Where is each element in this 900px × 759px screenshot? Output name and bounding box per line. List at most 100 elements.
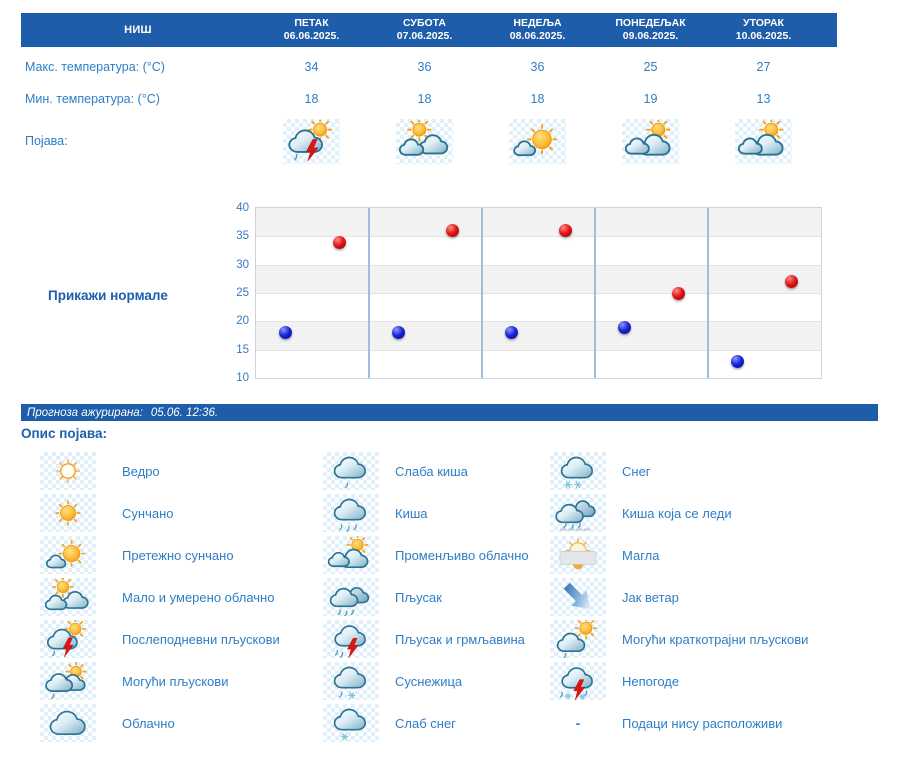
day-header: УТОРАК 10.06.2025. bbox=[707, 17, 820, 43]
min-temp-point bbox=[392, 326, 405, 340]
day-date: 07.06.2025. bbox=[396, 30, 453, 42]
legend-item: Послеподневни пљускови bbox=[40, 618, 322, 660]
day-separator-line bbox=[707, 208, 709, 378]
day-header: НЕДЕЉА 08.06.2025. bbox=[481, 17, 594, 43]
legend-item: Јак ветар bbox=[550, 576, 885, 618]
chart-band bbox=[256, 236, 821, 265]
legend-item: Пљусак и грмљавина bbox=[323, 618, 545, 660]
legend-item-label: Ведро bbox=[122, 463, 160, 479]
legend-column-2: Слаба киша Киша Променљиво облачно Пљусак Пљ… bbox=[323, 450, 545, 744]
phenomenon-cell bbox=[368, 118, 481, 164]
forecast-updated-value: 05.06. 12:36. bbox=[150, 406, 219, 419]
fog-icon bbox=[559, 538, 597, 570]
legend-icon-cell bbox=[40, 494, 96, 532]
max-temp-value: 25 bbox=[643, 60, 658, 74]
snow-icon bbox=[560, 456, 594, 489]
legend-item-label: Могући краткотрајни пљускови bbox=[622, 631, 809, 647]
temperature-chart: 10 15 20 25 30 35 40 bbox=[236, 202, 822, 384]
light-rain-icon bbox=[333, 456, 367, 489]
city-name: НИШ bbox=[124, 24, 152, 36]
min-temp-point bbox=[618, 320, 631, 334]
legend-item-label: Јак ветар bbox=[622, 589, 679, 605]
light-snow-icon bbox=[333, 708, 367, 741]
variable-cloudy-icon bbox=[328, 536, 369, 569]
min-temp-value: 19 bbox=[643, 92, 658, 106]
no-data-dash: - bbox=[575, 715, 581, 731]
min-temp-row: Мин. температура: (°C) 18 18 18 19 13 bbox=[21, 89, 837, 109]
rain-icon bbox=[333, 498, 367, 532]
legend-item-label: Магла bbox=[622, 547, 660, 563]
legend-title: Опис појава: bbox=[21, 426, 107, 441]
legend-item-label: Мало и умерено облачно bbox=[122, 589, 275, 605]
possible-showers-icon bbox=[45, 662, 87, 700]
chart-band bbox=[256, 264, 821, 293]
legend-item-label: Претежно сунчано bbox=[122, 547, 234, 563]
legend-icon-cell bbox=[40, 620, 96, 658]
min-temp-label: Мин. температура: (°C) bbox=[25, 92, 160, 106]
phenomenon-row: Појава: bbox=[21, 116, 837, 166]
min-temp-value: 18 bbox=[530, 92, 545, 106]
day-separator-line bbox=[368, 208, 370, 378]
afternoon-showers-icon bbox=[46, 620, 87, 658]
legend-item: Непогоде bbox=[550, 660, 885, 702]
legend-item-label: Слаба киша bbox=[395, 463, 468, 479]
legend-icon-cell bbox=[323, 620, 379, 658]
legend-item-label: Могући пљускови bbox=[122, 673, 229, 689]
max-temp-value: 36 bbox=[530, 60, 545, 74]
legend-item-label: Непогоде bbox=[622, 673, 680, 689]
legend-icon-cell bbox=[40, 452, 96, 490]
phenomenon-cell bbox=[481, 118, 594, 164]
legend-item: Киша која се леди bbox=[550, 492, 885, 534]
variable-cloudy-icon bbox=[624, 120, 671, 156]
day-name: УТОРАК bbox=[743, 16, 784, 29]
legend-item: Облачно bbox=[40, 702, 322, 744]
max-temp-point bbox=[672, 286, 685, 300]
day-name: НЕДЕЉА bbox=[513, 16, 562, 29]
weather-icon-cell bbox=[509, 118, 566, 164]
day-header: ПЕТАК 06.06.2025. bbox=[255, 17, 368, 43]
legend-item: Сунчано bbox=[40, 492, 322, 534]
partly-cloudy-icon bbox=[45, 578, 89, 611]
variable-cloudy-icon bbox=[737, 120, 784, 156]
strong-wind-icon bbox=[563, 582, 591, 610]
legend-icon-cell bbox=[40, 662, 96, 700]
max-temp-value: 27 bbox=[756, 60, 771, 74]
legend-item: Киша bbox=[323, 492, 545, 534]
legend-item: Могући краткотрајни пљускови bbox=[550, 618, 885, 660]
phenomenon-cell bbox=[707, 118, 820, 164]
min-temp-point bbox=[731, 354, 744, 368]
legend-item-label: Киша која се леди bbox=[622, 505, 732, 521]
day-name: СУБОТА bbox=[402, 16, 447, 29]
max-temp-value: 34 bbox=[304, 60, 319, 74]
legend-item-label: Суснежица bbox=[395, 673, 463, 689]
sleet-icon bbox=[333, 666, 367, 699]
chart-band bbox=[256, 349, 821, 378]
chart-band bbox=[256, 208, 821, 237]
min-temp-point bbox=[279, 326, 292, 340]
weather-icon-cell bbox=[735, 118, 792, 164]
chart-band bbox=[256, 321, 821, 350]
min-temp-value: 18 bbox=[417, 92, 432, 106]
min-temp-value: 13 bbox=[756, 92, 771, 106]
afternoon-showers-icon bbox=[287, 120, 332, 162]
legend-icon-cell bbox=[40, 578, 96, 616]
weather-icon-cell bbox=[396, 118, 453, 164]
legend-icon-cell bbox=[550, 578, 606, 616]
legend-icon-cell bbox=[323, 494, 379, 532]
max-temp-point bbox=[785, 275, 798, 289]
phenomenon-cell bbox=[594, 118, 707, 164]
y-axis-tick-label: 20 bbox=[236, 315, 249, 328]
legend-item: Могући пљускови bbox=[40, 660, 322, 702]
legend-icon-cell bbox=[40, 536, 96, 574]
thunder-shower-icon bbox=[334, 625, 366, 658]
show-normals-link[interactable]: Прикажи нормале bbox=[48, 288, 168, 303]
legend-item-label: Пљусак bbox=[395, 589, 442, 605]
day-header: ПОНЕДЕЉАК 09.06.2025. bbox=[594, 17, 707, 43]
legend-column-3: Снег Киша која се леди Магла Јак ветар Могућ… bbox=[550, 450, 885, 744]
max-temp-point bbox=[446, 224, 459, 238]
legend-icon-cell bbox=[550, 536, 606, 574]
legend-icon-cell bbox=[40, 704, 96, 742]
legend-item-label: Слаб снег bbox=[395, 715, 456, 731]
y-axis-tick-label: 15 bbox=[236, 343, 249, 356]
